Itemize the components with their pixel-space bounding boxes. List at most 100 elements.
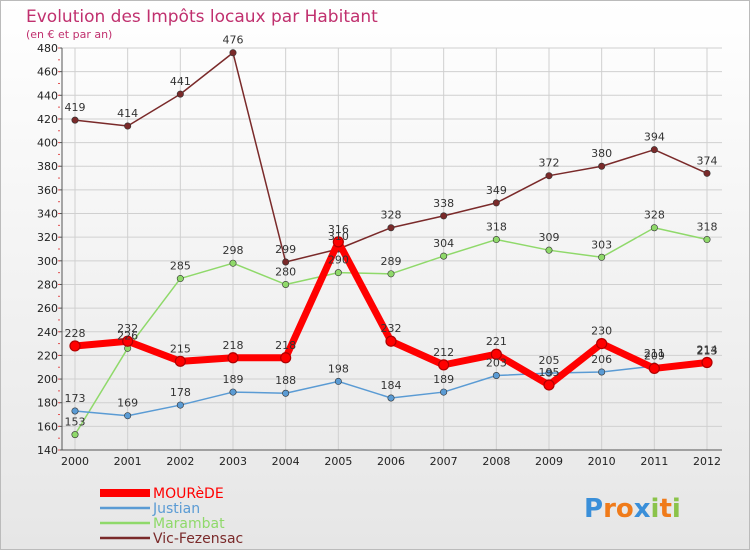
data-label-justian-2006: 184 (381, 379, 402, 392)
data-label-vic-fezensac-2003: 476 (223, 34, 244, 47)
y-tick-label-180: 180 (37, 397, 58, 410)
data-label-marambat-2001: 226 (117, 329, 138, 342)
data-point-mour-de-2010 (596, 337, 608, 350)
data-label-vic-fezensac-2010: 380 (591, 147, 612, 160)
data-label-marambat-2006: 289 (381, 255, 402, 268)
data-label-vic-fezensac-2006: 328 (381, 209, 402, 222)
data-point-vic-fezensac-2009 (545, 172, 553, 180)
data-point-mour-de-2005 (332, 236, 344, 248)
x-tick-label-2000: 2000 (61, 455, 89, 468)
legend-label-marambat: Marambat (153, 516, 225, 532)
data-point-marambat-2008 (492, 236, 500, 244)
data-label-mour-de-2003: 218 (223, 339, 244, 352)
data-point-justian-2007 (440, 388, 448, 396)
data-label-marambat-2000: 153 (65, 416, 86, 429)
data-label-mour-de-2011: 209 (644, 349, 665, 362)
grid (62, 47, 722, 451)
data-label-marambat-2002: 285 (170, 260, 191, 273)
data-point-marambat-2005 (334, 269, 342, 277)
data-point-vic-fezensac-2002 (176, 90, 184, 98)
y-tick-label-160: 160 (37, 420, 58, 433)
x-tick-label-2003: 2003 (219, 455, 247, 468)
legend-label-vic-fezensac: Vic-Fezensac (153, 531, 243, 547)
x-axis-ticks: 2000 2001 2002 2003 2004 2005 2006 2007 2008 2009… (61, 455, 721, 468)
data-label-marambat-2004: 280 (275, 265, 296, 278)
data-point-justian-2005 (334, 377, 342, 385)
data-point-marambat-2004 (282, 280, 290, 288)
data-point-vic-fezensac-2001 (124, 122, 132, 130)
data-point-marambat-2006 (387, 270, 395, 278)
data-point-mour-de-2004 (280, 352, 292, 364)
y-tick-label-300: 300 (37, 255, 58, 268)
data-point-justian-2008 (492, 372, 500, 380)
chart-title: Evolution des Impôts locaux par Habitant (26, 7, 378, 27)
data-point-mour-de-2009 (543, 379, 555, 391)
y-tick-label-440: 440 (37, 89, 58, 102)
data-label-justian-2000: 173 (65, 392, 86, 405)
data-label-vic-fezensac-2002: 441 (170, 75, 191, 88)
data-label-mour-de-2009: 195 (539, 366, 560, 379)
series-group (69, 49, 713, 439)
data-label-justian-2003: 189 (223, 373, 244, 386)
data-label-justian-2011: 211 (644, 347, 665, 360)
data-label-vic-fezensac-2005: 310 (328, 230, 349, 243)
data-label-mour-de-2012: 214 (697, 344, 718, 357)
data-point-mour-de-2002 (174, 355, 186, 367)
x-tick-label-2010: 2010 (588, 455, 616, 468)
x-tick-label-2001: 2001 (114, 455, 142, 468)
x-tick-label-2002: 2002 (166, 455, 194, 468)
axes (58, 47, 722, 451)
x-tick-label-2011: 2011 (640, 455, 668, 468)
data-point-marambat-2002 (176, 275, 184, 283)
data-point-justian-2003 (229, 388, 237, 396)
data-label-justian-2010: 206 (591, 353, 612, 366)
data-point-vic-fezensac-2003 (229, 49, 237, 57)
data-point-justian-2001 (124, 412, 132, 420)
data-label-marambat-2009: 309 (539, 231, 560, 244)
data-point-mour-de-2012 (701, 356, 713, 369)
data-label-mour-de-2008: 221 (486, 335, 507, 348)
data-point-justian-2000 (71, 407, 79, 415)
data-label-vic-fezensac-2008: 349 (486, 184, 507, 197)
y-tick-label-340: 340 (37, 208, 58, 221)
y-tick-label-220: 220 (37, 349, 58, 362)
data-point-justian-2010 (598, 368, 606, 376)
legend-label-mour-de: MOURèDE (153, 486, 224, 502)
chart-subtitle: (en € et par an) (26, 28, 112, 41)
data-label-marambat-2010: 303 (591, 238, 612, 251)
data-point-vic-fezensac-2008 (492, 199, 500, 207)
data-label-mour-de-2002: 215 (170, 342, 191, 355)
data-label-mour-de-2001: 232 (117, 322, 138, 335)
data-label-marambat-2012: 318 (697, 221, 718, 234)
data-point-marambat-2000 (71, 431, 79, 439)
data-point-justian-2009 (545, 369, 553, 377)
y-tick-label-240: 240 (37, 326, 58, 339)
data-point-vic-fezensac-2011 (650, 146, 658, 154)
data-point-marambat-2009 (545, 246, 553, 254)
data-label-mour-de-2010: 230 (591, 325, 612, 338)
data-point-marambat-2010 (598, 253, 606, 261)
data-label-justian-2012: 213 (697, 345, 718, 358)
y-tick-label-420: 420 (37, 113, 58, 126)
data-label-marambat-2011: 328 (644, 209, 665, 222)
data-label-marambat-2003: 298 (223, 244, 244, 257)
y-tick-label-140: 140 (37, 444, 58, 457)
data-point-mour-de-2011 (648, 362, 660, 375)
y-tick-label-460: 460 (37, 66, 58, 79)
data-label-justian-2004: 188 (275, 374, 296, 387)
x-tick-label-2006: 2006 (377, 455, 405, 468)
data-label-mour-de-2004: 218 (275, 339, 296, 352)
data-label-mour-de-2000: 228 (65, 327, 86, 340)
data-label-justian-2005: 198 (328, 362, 349, 375)
x-tick-label-2005: 2005 (324, 455, 352, 468)
y-tick-label-200: 200 (37, 373, 58, 386)
data-point-mour-de-2007 (438, 359, 450, 371)
y-tick-label-320: 320 (37, 231, 58, 244)
data-label-vic-fezensac-2009: 372 (539, 157, 560, 170)
data-label-vic-fezensac-2004: 299 (275, 243, 296, 256)
data-point-mour-de-2006 (385, 335, 397, 347)
data-label-vic-fezensac-2007: 338 (433, 197, 454, 210)
